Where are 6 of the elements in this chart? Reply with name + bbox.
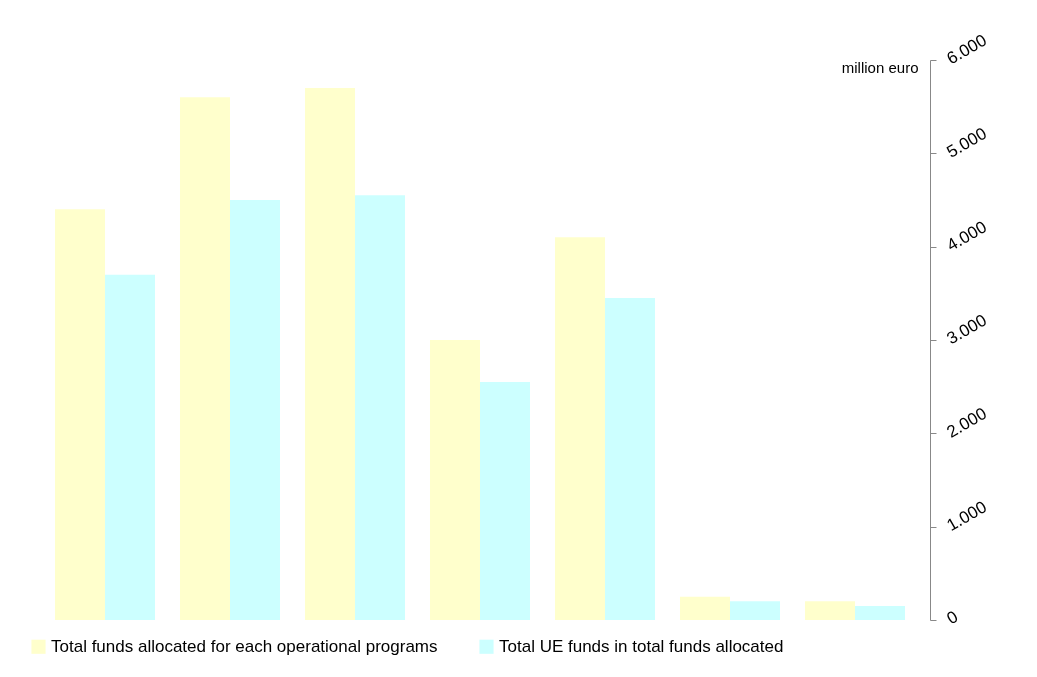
y-tick-label: 6.000 (943, 30, 990, 69)
legend-label: Total UE funds in total funds allocated (499, 636, 784, 656)
y-axis-title: million euro (841, 58, 919, 76)
legend-label: Total funds allocated for each operational programs (51, 636, 438, 656)
y-tick-label: 4.000 (943, 217, 990, 255)
y-tick-label: 0 (943, 607, 962, 629)
